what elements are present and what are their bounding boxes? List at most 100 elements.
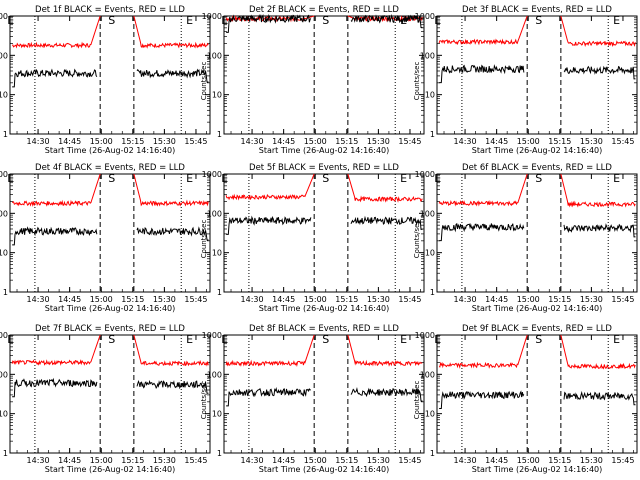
x-tick-label: 15:45 [398, 295, 421, 304]
x-tick-label: 15:15 [335, 137, 358, 146]
series-line-red [438, 334, 528, 369]
y-tick-label: 10 [0, 249, 8, 258]
marker-label: E [186, 333, 193, 346]
y-axis-label: Counts/sec [413, 381, 421, 420]
x-tick-label: 15:00 [304, 456, 327, 465]
y-tick-label: 1000 [0, 331, 8, 340]
chart-title: Det 8f BLACK = Events, RED = LLD [249, 324, 399, 334]
x-tick-label: 15:30 [580, 295, 603, 304]
x-tick-label: 15:30 [367, 295, 390, 304]
detector-panel: Det 6f BLACK = Events, RED = LLD 1 10 100 10… [413, 163, 638, 313]
marker-label: E [613, 333, 620, 346]
marker-label: E [434, 172, 441, 185]
marker-label: E [434, 14, 441, 27]
marker-label: S [322, 333, 329, 346]
y-tick-label: 1 [3, 449, 8, 458]
x-tick-label: 15:45 [184, 137, 207, 146]
series-line-red [560, 173, 636, 208]
y-tick-label: 1 [430, 288, 435, 297]
series-line-black [136, 226, 209, 241]
series-line-black [439, 222, 525, 242]
x-tick-label: 15:30 [580, 456, 603, 465]
x-tick-label: 15:00 [304, 295, 327, 304]
chart-title: Det 9f BLACK = Events, RED = LLD [462, 324, 612, 334]
plot-frame [436, 15, 638, 135]
chart-title: Det 2f BLACK = Events, RED = LLD [249, 5, 399, 15]
x-tick-label: 14:45 [485, 456, 508, 465]
series-line-black [439, 64, 525, 84]
series-line-black [563, 390, 636, 406]
y-tick-label: 10 [212, 91, 222, 100]
series-line-black [226, 387, 311, 407]
series-line-black [563, 65, 636, 80]
y-tick-label: 1 [3, 288, 8, 297]
detector-panel: Det 7f BLACK = Events, RED = LLD 1 10 100 10… [0, 324, 211, 474]
y-tick-label: 1 [217, 449, 222, 458]
chart-title: Det 7f BLACK = Events, RED = LLD [35, 324, 185, 334]
y-tick-label: 100 [420, 209, 435, 218]
x-tick-label: 14:30 [241, 137, 264, 146]
y-tick-label: 100 [0, 51, 8, 60]
marker-label: S [108, 333, 115, 346]
y-tick-label: 1000 [415, 12, 435, 21]
y-tick-label: 1000 [202, 331, 222, 340]
y-tick-label: 100 [207, 209, 222, 218]
series-line-black [350, 14, 423, 29]
y-tick-label: 100 [0, 370, 8, 379]
x-tick-label: 14:30 [454, 295, 477, 304]
x-tick-label: 15:30 [153, 137, 176, 146]
x-axis-label: Start Time (26-Aug-02 14:16:40) [45, 146, 176, 155]
series-line-black [136, 379, 209, 394]
marker-label: E [186, 14, 193, 27]
x-axis-label: Start Time (26-Aug-02 14:16:40) [472, 465, 603, 474]
series-line-red [347, 15, 423, 23]
y-axis-label: Counts/sec [200, 381, 208, 420]
x-tick-label: 15:15 [548, 137, 571, 146]
plot-frame [223, 173, 425, 293]
y-tick-label: 1000 [202, 170, 222, 179]
chart-title: Det 3f BLACK = Events, RED = LLD [462, 5, 612, 15]
x-tick-label: 14:45 [58, 456, 81, 465]
x-tick-label: 14:45 [58, 295, 81, 304]
x-tick-label: 15:30 [580, 137, 603, 146]
x-axis-label: Start Time (26-Aug-02 14:16:40) [472, 146, 603, 155]
x-axis-label: Start Time (26-Aug-02 14:16:40) [259, 146, 390, 155]
plot-frame [9, 15, 211, 135]
chart-title: Det 1f BLACK = Events, RED = LLD [35, 5, 185, 15]
detector-panel: Det 2f BLACK = Events, RED = LLD 1 10 100 10… [200, 5, 425, 155]
x-tick-label: 15:30 [153, 456, 176, 465]
y-tick-label: 1 [217, 288, 222, 297]
detector-panel: Det 9f BLACK = Events, RED = LLD 1 10 100 10… [413, 324, 638, 474]
x-tick-label: 15:00 [90, 295, 113, 304]
y-tick-label: 10 [425, 91, 435, 100]
series-line-red [11, 334, 101, 366]
y-tick-label: 1000 [202, 12, 222, 21]
x-axis-label: Start Time (26-Aug-02 14:16:40) [259, 304, 390, 313]
x-tick-label: 14:45 [485, 295, 508, 304]
series-line-red [438, 173, 528, 207]
series-line-black [12, 226, 98, 246]
x-tick-label: 15:45 [184, 456, 207, 465]
series-line-red [133, 15, 209, 49]
series-line-red [560, 334, 636, 370]
y-tick-label: 1000 [0, 12, 8, 21]
y-tick-label: 100 [420, 370, 435, 379]
x-tick-label: 15:15 [121, 295, 144, 304]
x-tick-label: 14:30 [454, 137, 477, 146]
detector-panel: Det 4f BLACK = Events, RED = LLD 1 10 100 10… [0, 163, 211, 313]
x-tick-label: 14:45 [272, 295, 295, 304]
series-line-red [11, 173, 101, 207]
y-tick-label: 1 [3, 130, 8, 139]
y-tick-label: 100 [420, 51, 435, 60]
y-tick-label: 100 [0, 209, 8, 218]
x-axis-label: Start Time (26-Aug-02 14:16:40) [45, 465, 176, 474]
x-tick-label: 14:30 [27, 137, 50, 146]
plot-frame [436, 334, 638, 454]
series-line-red [225, 334, 315, 367]
y-tick-label: 10 [212, 410, 222, 419]
series-line-black [226, 14, 312, 33]
x-tick-label: 15:00 [517, 456, 540, 465]
series-line-black [439, 390, 525, 410]
plot-frame [223, 15, 425, 135]
series-line-black [12, 68, 98, 88]
